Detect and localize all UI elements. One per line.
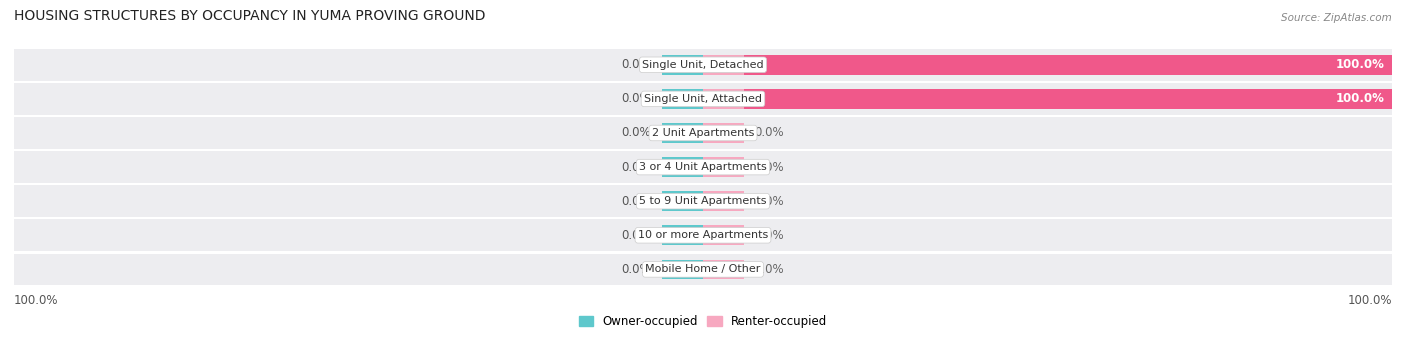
Text: 0.0%: 0.0% [621, 263, 651, 276]
Bar [662, 260, 703, 279]
Bar [703, 55, 744, 75]
Bar [662, 123, 703, 143]
Text: 100.0%: 100.0% [1336, 58, 1385, 71]
Text: 0.0%: 0.0% [621, 195, 651, 208]
Bar [662, 157, 703, 177]
Text: 0.0%: 0.0% [755, 263, 785, 276]
Bar [703, 225, 744, 245]
Bar [703, 260, 744, 279]
Bar [14, 151, 1392, 183]
Legend: Owner-occupied, Renter-occupied: Owner-occupied, Renter-occupied [574, 310, 832, 333]
Text: Single Unit, Attached: Single Unit, Attached [644, 94, 762, 104]
Text: Mobile Home / Other: Mobile Home / Other [645, 264, 761, 275]
Bar [744, 55, 1392, 75]
Text: Source: ZipAtlas.com: Source: ZipAtlas.com [1281, 13, 1392, 23]
Text: 0.0%: 0.0% [621, 127, 651, 139]
Text: 3 or 4 Unit Apartments: 3 or 4 Unit Apartments [640, 162, 766, 172]
Text: 5 to 9 Unit Apartments: 5 to 9 Unit Apartments [640, 196, 766, 206]
Bar [662, 55, 703, 75]
Text: Single Unit, Detached: Single Unit, Detached [643, 60, 763, 70]
Text: 10 or more Apartments: 10 or more Apartments [638, 230, 768, 240]
Bar [703, 123, 744, 143]
Bar [744, 89, 1392, 109]
Text: HOUSING STRUCTURES BY OCCUPANCY IN YUMA PROVING GROUND: HOUSING STRUCTURES BY OCCUPANCY IN YUMA … [14, 9, 485, 23]
Bar [662, 191, 703, 211]
Text: 0.0%: 0.0% [755, 161, 785, 174]
Text: 0.0%: 0.0% [755, 127, 785, 139]
Bar [14, 254, 1392, 285]
Bar [662, 225, 703, 245]
Text: 0.0%: 0.0% [621, 229, 651, 242]
Bar [14, 83, 1392, 115]
Text: 100.0%: 100.0% [1336, 92, 1385, 105]
Bar [703, 191, 744, 211]
Text: 100.0%: 100.0% [14, 294, 59, 307]
Text: 0.0%: 0.0% [755, 229, 785, 242]
Bar [14, 49, 1392, 81]
Bar [14, 220, 1392, 251]
Bar [14, 117, 1392, 149]
Text: 0.0%: 0.0% [621, 58, 651, 71]
Bar [703, 89, 744, 109]
Text: 100.0%: 100.0% [1347, 294, 1392, 307]
Bar [14, 186, 1392, 217]
Bar [703, 157, 744, 177]
Text: 0.0%: 0.0% [621, 92, 651, 105]
Text: 0.0%: 0.0% [621, 161, 651, 174]
Text: 2 Unit Apartments: 2 Unit Apartments [652, 128, 754, 138]
Bar [662, 89, 703, 109]
Text: 0.0%: 0.0% [755, 195, 785, 208]
